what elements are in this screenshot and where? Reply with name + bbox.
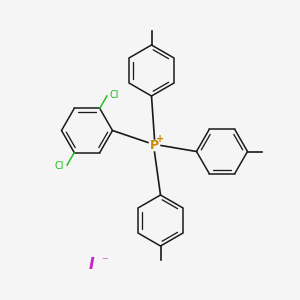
Text: +: + (156, 134, 165, 145)
Text: ⁻: ⁻ (101, 256, 107, 269)
Text: I: I (89, 257, 94, 272)
Text: Cl: Cl (55, 161, 64, 171)
Text: Cl: Cl (110, 90, 119, 100)
Text: P: P (150, 139, 159, 152)
